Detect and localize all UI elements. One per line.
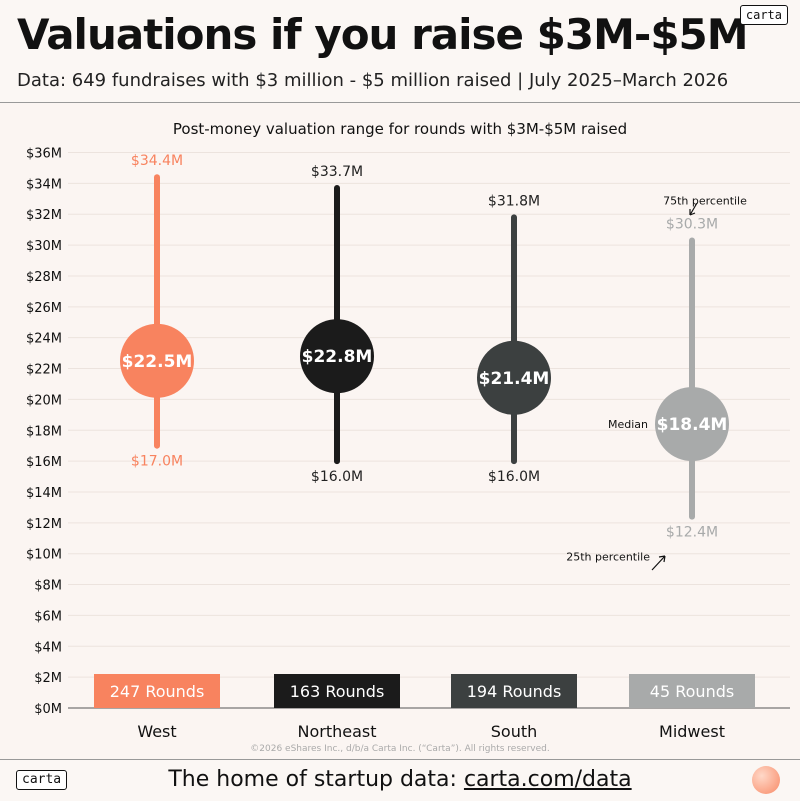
carta-logo-bottom[interactable]: carta (16, 770, 68, 790)
y-tick-label: $28M (26, 270, 62, 285)
carta-mark-icon (752, 766, 780, 794)
p25-label: $12.4M (666, 525, 718, 541)
y-tick-label: $24M (26, 332, 62, 347)
rounds-box-midwest (629, 674, 755, 708)
median-dot-northeast (300, 319, 374, 394)
y-tick-label: $8M (34, 579, 62, 594)
category-label: Midwest (659, 722, 725, 741)
footer-text: The home of startup data: (168, 767, 464, 792)
footer-tagline: The home of startup data: carta.com/data (0, 767, 800, 792)
p25-label: $17.0M (131, 454, 183, 470)
copyright-notice: ©2026 eShares Inc., d/b/a Carta Inc. (“C… (250, 744, 550, 754)
category-label: West (137, 722, 176, 741)
footer: carta The home of startup data: carta.co… (0, 759, 800, 801)
y-tick-label: $26M (26, 301, 62, 316)
arrow-p25-icon (651, 555, 666, 571)
annotation-median: Median (608, 418, 648, 431)
page-title: Valuations if you raise $3M-$5M (17, 10, 749, 59)
median-dot-midwest (655, 387, 729, 462)
p75-label: $34.4M (131, 153, 183, 169)
chart-title: Post-money valuation range for rounds wi… (173, 120, 627, 138)
range-chart: Post-money valuation range for rounds wi… (26, 120, 790, 741)
rounds-label: 247 Rounds (110, 682, 205, 701)
y-tick-label: $20M (26, 393, 62, 408)
p75-label: $31.8M (488, 193, 540, 209)
y-tick-label: $16M (26, 455, 62, 470)
median-label: $21.4M (479, 369, 550, 389)
rounds-box-northeast (274, 674, 400, 708)
annotation-p25: 25th percentile (566, 551, 650, 564)
median-label: $22.8M (302, 347, 373, 367)
y-tick-label: $4M (34, 640, 62, 655)
page-subtitle: Data: 649 fundraises with $3 million - $… (17, 70, 729, 91)
p75-label: $33.7M (311, 164, 363, 180)
rounds-label: 163 Rounds (290, 682, 385, 701)
rounds-box-south (451, 674, 577, 708)
y-tick-label: $36M (26, 147, 62, 162)
y-tick-label: $30M (26, 239, 62, 254)
y-tick-label: $32M (26, 208, 62, 223)
p75-label: $30.3M (666, 216, 718, 232)
p25-label: $16.0M (488, 469, 540, 485)
y-tick-label: $34M (26, 177, 62, 192)
arrow-p75-icon (689, 202, 698, 216)
median-label: $22.5M (122, 352, 193, 372)
y-tick-label: $6M (34, 609, 62, 624)
median-label: $18.4M (657, 415, 728, 435)
median-dot-west (120, 323, 194, 398)
annotation-p75: 75th percentile (663, 194, 747, 207)
y-tick-label: $14M (26, 486, 62, 501)
rounds-label: 45 Rounds (650, 682, 734, 701)
y-tick-label: $18M (26, 424, 62, 439)
rounds-box-west (94, 674, 220, 708)
carta-logo-top[interactable]: carta (739, 5, 788, 25)
header: Valuations if you raise $3M-$5M Data: 64… (0, 0, 800, 103)
y-tick-label: $2M (34, 671, 62, 686)
y-tick-label: $12M (26, 517, 62, 532)
y-tick-label: $22M (26, 363, 62, 378)
footer-link[interactable]: carta.com/data (463, 767, 632, 792)
median-dot-south (477, 340, 551, 415)
y-tick-label: $10M (26, 548, 62, 563)
category-label: South (491, 722, 538, 741)
y-tick-label: $0M (34, 702, 62, 717)
chart-area: Post-money valuation range for rounds wi… (0, 103, 800, 759)
category-label: Northeast (297, 722, 376, 741)
rounds-label: 194 Rounds (467, 682, 562, 701)
p25-label: $16.0M (311, 469, 363, 485)
